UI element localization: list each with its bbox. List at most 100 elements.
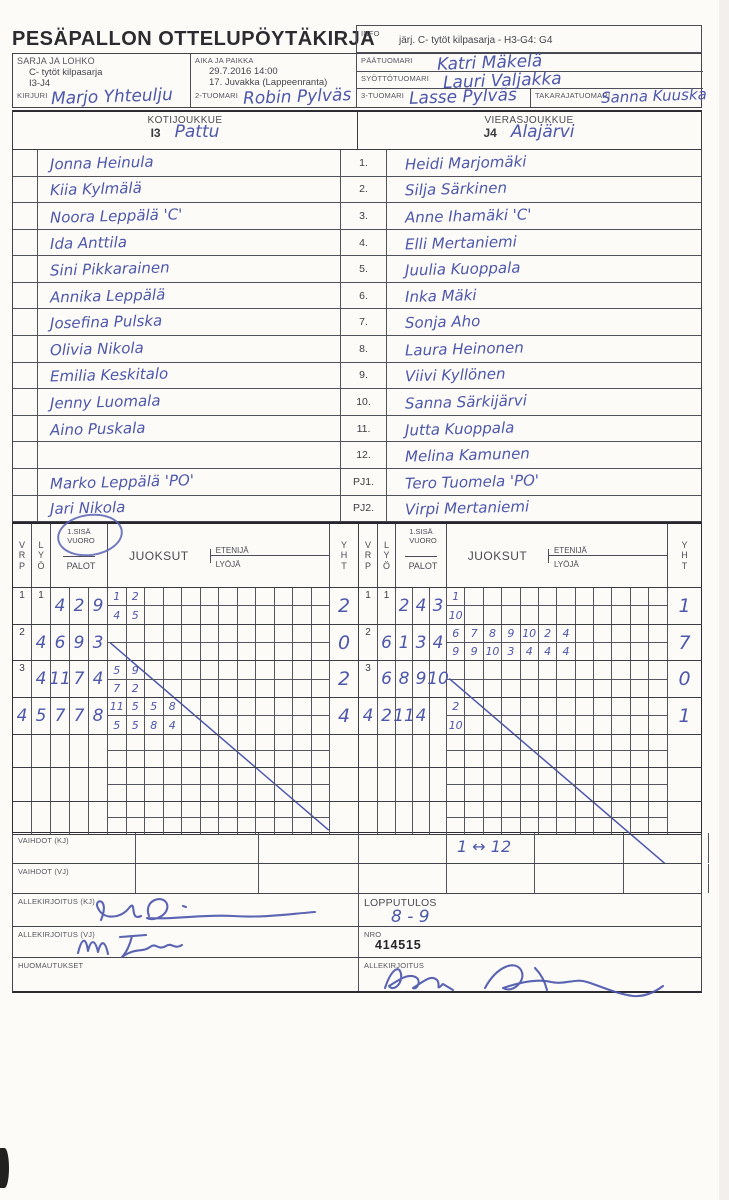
away-team-cell: VIERASJOUKKUE J4 Alajärvi [357,112,701,149]
juoksut-cell [163,624,182,661]
home-player-name: Jari Nikola [38,495,341,522]
juoksut-cell [594,734,613,768]
juoksut-cell [274,801,293,834]
palot-cell: 11 [49,661,71,698]
juoksut-cell [575,661,594,698]
yht-cell: 7 [678,631,691,654]
home-player-name: Noora Leppälä 'C' [38,203,341,229]
juoksut-cell [594,624,613,661]
palot-cell: 3 [430,588,447,624]
lopputulos-value: 8 - 9 [391,907,430,927]
juoksut-cell [145,661,164,698]
tuomari3-value: Lasse Pylväs [408,85,518,109]
palot-cell: 7 [70,698,89,734]
juoksut-cell [108,624,127,661]
takaraja-label: TAKARAJATUOMARI [535,91,611,100]
home-player-name: Ida Anttila [38,229,341,256]
vrp-cell [13,734,32,768]
info-value: järj. C- tytöt kilpasarja - H3-G4: G4 [399,35,553,46]
juoksut-cell [108,768,127,801]
lyo-cell [378,768,396,801]
juoksut-cell [594,588,613,624]
home-team-label: KOTIJOUKKUE [147,115,223,126]
juoksut-cell [256,624,275,661]
palot-cell: 9 [89,588,108,624]
grid-rows-home: 1 1 4 2 9 1 4 2 5 2 2 4 6 9 3 0 3 4 11 7 4 5 7 9 2 2 4 5 7 7 8 11 5 5 5 5 8 8… [13,588,358,835]
juoksut-cell [447,661,466,698]
juoksut-cell [575,624,594,661]
juoksut-cell [594,801,613,834]
roster-left-strip [13,176,38,203]
juoksut-cell [145,801,164,834]
juoksut-cell [274,624,293,661]
juoksut-cell [182,801,201,834]
nro-label: NRO [364,930,382,939]
sarja-line2: I3-J4 [29,78,51,89]
roster-left-strip [13,256,38,282]
sisavuoro-line1: 1.SISÄ [409,527,433,536]
roster-row: Jonna Heinula 1. Heidi Marjomäki [13,150,701,177]
kirjuri-label: KIRJURI [17,91,48,100]
away-player-name: Inka Mäki [404,285,477,306]
inning-row: 3 4 11 7 4 5 7 9 2 2 [13,661,358,699]
juoksut-cell [465,588,484,624]
juoksut-cell [612,801,631,834]
juoksut-cell [237,661,256,698]
roster-left-strip [13,442,38,468]
inning-row [13,768,358,802]
juoksut-cell [145,768,164,801]
juoksut-cell [483,661,503,698]
away-player-name: Sonja Aho [404,312,481,333]
juoksut-cell [612,734,631,768]
juoksut-cell [557,801,576,834]
huomautukset-cell: HUOMAUTUKSET [13,958,359,991]
juoksut-cell [520,734,539,768]
scan-edge-shadow [719,0,729,1200]
allekirjoitus-vj-label: ALLEKIRJOITUS (VJ) [18,930,95,939]
juoksut-cell [502,698,521,734]
juoksut-cell [145,734,164,768]
lyo-cell: 1 [32,588,51,624]
palot-cell: 4 [89,661,108,698]
palot-cell [51,734,70,768]
juoksut-cell [163,588,182,624]
lyo-cell [32,734,51,768]
juoksut-cell [293,698,312,734]
roster-table: Jonna Heinula 1. Heidi Marjomäki Kiia Kylmä… [12,150,702,522]
huomautukset-label: HUOMAUTUKSET [18,961,84,970]
home-player-name: Jonna Heinula [38,150,341,176]
palot-cell: 3 [413,624,430,661]
allekirjoitus-kj-cell: ALLEKIRJOITUS (KJ) [13,894,359,926]
juoksut-cell [594,698,613,734]
juoksut-cell [575,698,594,734]
palot-cell [413,801,430,834]
roster-left-strip [13,150,38,176]
vrp-cell [359,734,378,768]
vrp-cell: 4 [13,698,32,734]
paatuomari-cell: PÄÄTUOMARI Katri Mäkelä [357,51,703,75]
form-title: PESÄPALLON OTTELUPÖYTÄKIRJA [12,28,376,50]
palot-cell: 7 [51,698,70,734]
away-team-label: VIERASJOUKKUE [484,115,574,126]
juoksut-cell [612,698,631,734]
away-player-name: Elli Mertaniemi [404,232,518,253]
juoksut-cell [502,768,521,801]
juoksut-cell [182,624,201,661]
juoksut-cell [557,698,576,734]
juoksut-cell [274,698,293,734]
home-player-name: Emilia Keskitalo [38,362,341,389]
palot-cell [396,801,413,834]
vaihdot-cell [259,833,359,863]
away-player-name: Tero Tuomela 'PO' [404,470,540,493]
juoksut-cell [502,661,521,698]
lyo-cell [378,801,396,834]
vaihdot-vj-row: VAIHDOT (VJ) [12,864,709,894]
juoksut-cell [649,661,668,698]
roster-left-strip [13,468,38,495]
